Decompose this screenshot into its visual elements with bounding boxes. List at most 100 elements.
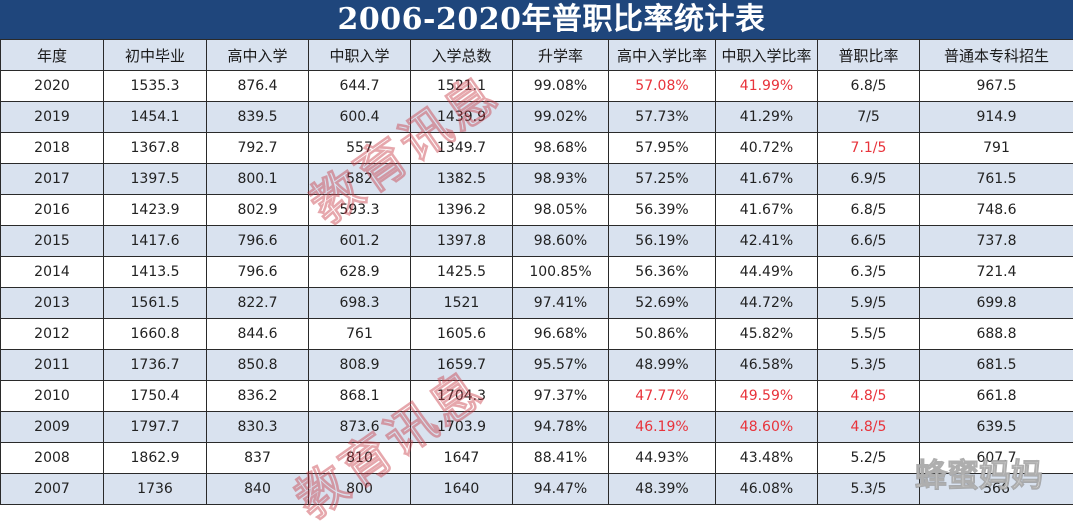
cell-voc: 582 xyxy=(309,164,411,195)
title-bar: 2006-2020年普职比率统计表 xyxy=(0,0,1073,39)
cell-year: 2016 xyxy=(1,195,104,226)
cell-voc: 808.9 xyxy=(309,350,411,381)
cell-hs-ratio: 56.39% xyxy=(609,195,716,226)
cell-pv: 5.9/5 xyxy=(818,288,920,319)
cell-voc: 593.3 xyxy=(309,195,411,226)
cell-college: 566 xyxy=(920,474,1073,505)
cell-college: 748.6 xyxy=(920,195,1073,226)
cell-grad: 1535.3 xyxy=(104,71,207,102)
cell-grad: 1454.1 xyxy=(104,102,207,133)
cell-year: 2017 xyxy=(1,164,104,195)
cell-hs: 844.6 xyxy=(207,319,309,350)
cell-pv: 4.8/5 xyxy=(818,381,920,412)
cell-voc-ratio: 48.60% xyxy=(716,412,818,443)
cell-college: 721.4 xyxy=(920,257,1073,288)
cell-hs-ratio: 44.93% xyxy=(609,443,716,474)
cell-pv: 6.3/5 xyxy=(818,257,920,288)
cell-total: 1521 xyxy=(411,288,513,319)
cell-total: 1396.2 xyxy=(411,195,513,226)
cell-rate: 97.41% xyxy=(513,288,609,319)
cell-hs-ratio: 57.25% xyxy=(609,164,716,195)
cell-pv: 7/5 xyxy=(818,102,920,133)
cell-pv: 6.8/5 xyxy=(818,71,920,102)
cell-year: 2008 xyxy=(1,443,104,474)
statistics-table: 年度 初中毕业 高中入学 中职入学 入学总数 升学率 高中入学比率 中职入学比率… xyxy=(0,39,1073,505)
cell-hs: 836.2 xyxy=(207,381,309,412)
cell-pv: 7.1/5 xyxy=(818,133,920,164)
cell-rate: 96.68% xyxy=(513,319,609,350)
cell-voc-ratio: 46.58% xyxy=(716,350,818,381)
cell-year: 2007 xyxy=(1,474,104,505)
cell-voc: 644.7 xyxy=(309,71,411,102)
cell-hs: 876.4 xyxy=(207,71,309,102)
cell-hs: 837 xyxy=(207,443,309,474)
cell-hs-ratio: 48.39% xyxy=(609,474,716,505)
cell-grad: 1736.7 xyxy=(104,350,207,381)
cell-voc: 800 xyxy=(309,474,411,505)
cell-hs-ratio: 56.19% xyxy=(609,226,716,257)
cell-total: 1425.5 xyxy=(411,257,513,288)
cell-hs: 830.3 xyxy=(207,412,309,443)
header-vocational-enroll: 中职入学 xyxy=(309,40,411,71)
header-highschool-enroll: 高中入学 xyxy=(207,40,309,71)
cell-rate: 98.05% xyxy=(513,195,609,226)
cell-voc: 810 xyxy=(309,443,411,474)
cell-pv: 5.3/5 xyxy=(818,350,920,381)
cell-year: 2020 xyxy=(1,71,104,102)
cell-college: 737.8 xyxy=(920,226,1073,257)
cell-grad: 1367.8 xyxy=(104,133,207,164)
cell-grad: 1750.4 xyxy=(104,381,207,412)
cell-hs: 850.8 xyxy=(207,350,309,381)
cell-total: 1647 xyxy=(411,443,513,474)
cell-total: 1382.5 xyxy=(411,164,513,195)
cell-voc: 698.3 xyxy=(309,288,411,319)
cell-hs: 796.6 xyxy=(207,226,309,257)
cell-pv: 5.2/5 xyxy=(818,443,920,474)
header-highschool-ratio: 高中入学比率 xyxy=(609,40,716,71)
cell-grad: 1660.8 xyxy=(104,319,207,350)
cell-pv: 4.8/5 xyxy=(818,412,920,443)
cell-hs-ratio: 47.77% xyxy=(609,381,716,412)
cell-hs: 840 xyxy=(207,474,309,505)
cell-total: 1659.7 xyxy=(411,350,513,381)
cell-rate: 94.78% xyxy=(513,412,609,443)
cell-voc-ratio: 49.59% xyxy=(716,381,818,412)
cell-pv: 5.3/5 xyxy=(818,474,920,505)
cell-total: 1521.1 xyxy=(411,71,513,102)
header-junior-grad: 初中毕业 xyxy=(104,40,207,71)
cell-hs: 839.5 xyxy=(207,102,309,133)
cell-voc-ratio: 41.67% xyxy=(716,164,818,195)
cell-hs: 802.9 xyxy=(207,195,309,226)
cell-total: 1397.8 xyxy=(411,226,513,257)
cell-year: 2018 xyxy=(1,133,104,164)
cell-voc-ratio: 44.49% xyxy=(716,257,818,288)
cell-voc: 628.9 xyxy=(309,257,411,288)
cell-voc: 557 xyxy=(309,133,411,164)
cell-college: 688.8 xyxy=(920,319,1073,350)
cell-hs: 792.7 xyxy=(207,133,309,164)
cell-college: 791 xyxy=(920,133,1073,164)
cell-voc-ratio: 41.99% xyxy=(716,71,818,102)
cell-college: 607.7 xyxy=(920,443,1073,474)
cell-grad: 1417.6 xyxy=(104,226,207,257)
header-college-enroll: 普通本专科招生 xyxy=(920,40,1073,71)
cell-hs: 796.6 xyxy=(207,257,309,288)
cell-rate: 97.37% xyxy=(513,381,609,412)
cell-year: 2009 xyxy=(1,412,104,443)
cell-rate: 99.08% xyxy=(513,71,609,102)
cell-year: 2011 xyxy=(1,350,104,381)
header-year: 年度 xyxy=(1,40,104,71)
cell-total: 1605.6 xyxy=(411,319,513,350)
cell-rate: 94.47% xyxy=(513,474,609,505)
header-row: 年度 初中毕业 高中入学 中职入学 入学总数 升学率 高中入学比率 中职入学比率… xyxy=(1,40,1073,71)
cell-college: 761.5 xyxy=(920,164,1073,195)
